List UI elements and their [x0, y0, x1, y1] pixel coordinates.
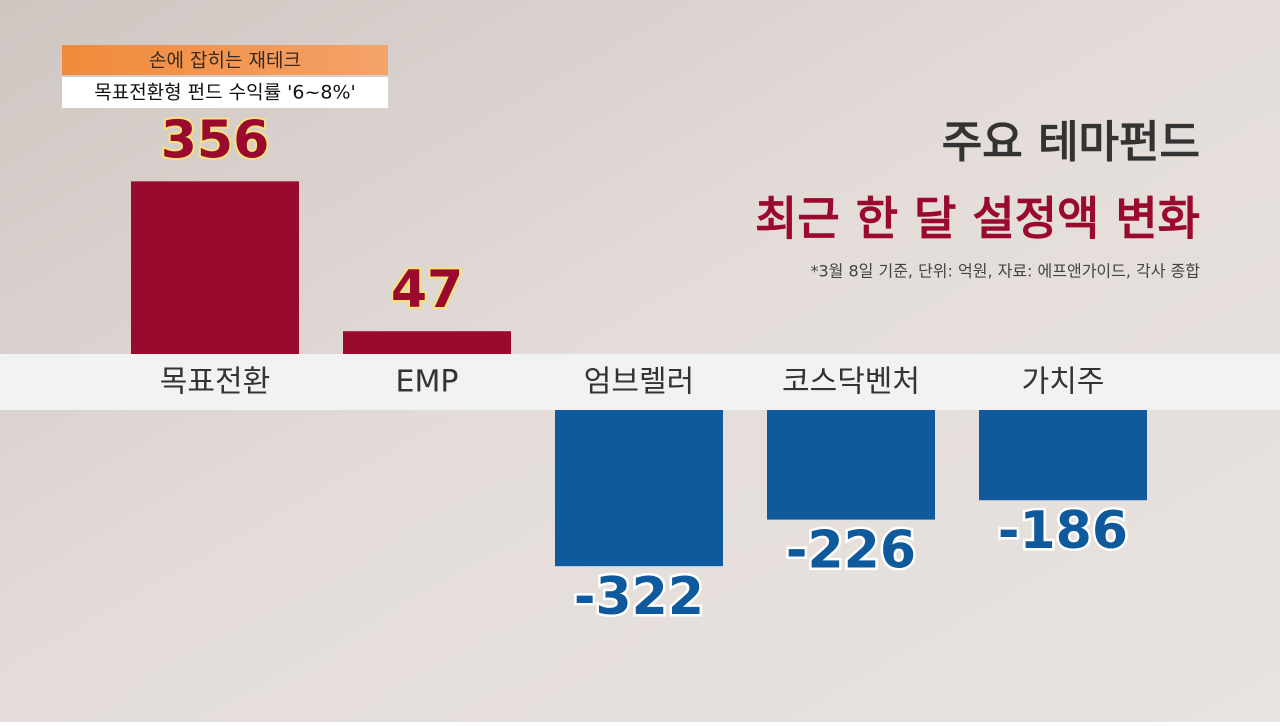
headline-box	[62, 77, 388, 108]
category-label: 목표전환	[160, 365, 270, 400]
bar	[343, 331, 511, 354]
bar	[131, 181, 299, 354]
tag: 손에 잡히는 재테크	[149, 50, 301, 72]
value-label: 47	[391, 260, 463, 320]
bar	[979, 410, 1147, 501]
category-label: 엄브렐러	[584, 365, 694, 400]
category-label: 코스닥벤처	[782, 365, 920, 400]
value-label: 356	[161, 110, 270, 170]
category-label: 가치주	[1022, 365, 1105, 400]
category-band	[0, 354, 1280, 410]
value-label: -226	[786, 521, 916, 581]
chart-title: 주요 테마펀드	[942, 117, 1200, 168]
value-label: -186	[998, 501, 1128, 561]
chart-subtitle: 최근 한 달 설정액 변화	[755, 192, 1200, 246]
bar	[555, 410, 723, 567]
headline: 목표전환형 펀드 수익률 '6~8%'	[94, 82, 356, 104]
tag-box	[62, 45, 388, 75]
note: *3월 8일 기준, 단위: 억원, 자료: 에프앤가이드, 각사 종합	[811, 262, 1201, 281]
bar	[767, 410, 935, 520]
value-label: -322	[574, 567, 704, 627]
category-label: EMP	[396, 365, 459, 400]
